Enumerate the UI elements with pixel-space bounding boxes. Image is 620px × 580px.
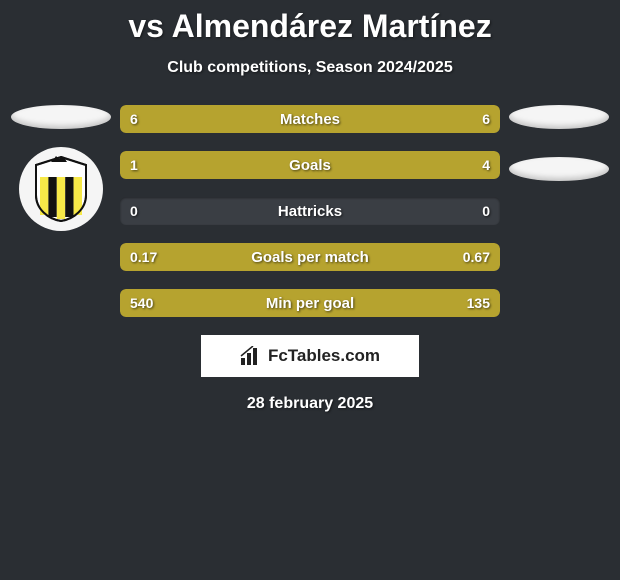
stat-row: 66Matches [120, 105, 500, 133]
brand-badge: FcTables.com [201, 335, 419, 377]
stat-row: 00Hattricks [120, 197, 500, 225]
name-placeholder-ellipse [509, 105, 609, 129]
stat-label: Goals per match [120, 243, 500, 271]
left-team-column [6, 105, 116, 231]
subtitle: Club competitions, Season 2024/2025 [0, 59, 620, 77]
stat-label: Min per goal [120, 289, 500, 317]
name-placeholder-ellipse [509, 157, 609, 181]
bar-chart-icon [240, 346, 262, 366]
stat-row: 540135Min per goal [120, 289, 500, 317]
stat-row: 14Goals [120, 151, 500, 179]
brand-text: FcTables.com [268, 346, 380, 366]
stat-bars: 66Matches 14Goals 00Hattricks 0.170.67Goals… [120, 105, 500, 317]
stat-label: Hattricks [120, 197, 500, 225]
name-placeholder-ellipse [11, 105, 111, 129]
right-team-column [504, 105, 614, 181]
page-title: vs Almendárez Martínez [0, 0, 620, 45]
stat-label: Goals [120, 151, 500, 179]
comparison-panel: 66Matches 14Goals 00Hattricks 0.170.67Goals… [0, 105, 620, 317]
left-team-crest [19, 147, 103, 231]
stat-label: Matches [120, 105, 500, 133]
shield-icon [32, 155, 90, 223]
date-label: 28 february 2025 [0, 395, 620, 413]
stat-row: 0.170.67Goals per match [120, 243, 500, 271]
